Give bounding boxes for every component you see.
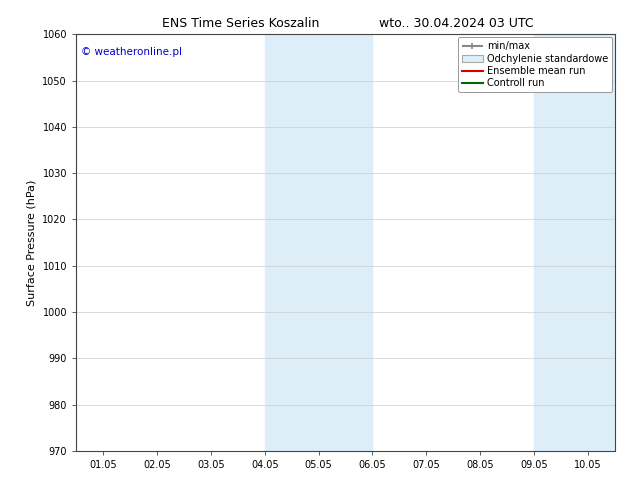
Text: wto.. 30.04.2024 03 UTC: wto.. 30.04.2024 03 UTC xyxy=(379,17,534,30)
Y-axis label: Surface Pressure (hPa): Surface Pressure (hPa) xyxy=(27,179,37,306)
Text: © weatheronline.pl: © weatheronline.pl xyxy=(81,47,183,57)
Bar xyxy=(265,34,373,451)
Bar xyxy=(534,34,615,451)
Text: ENS Time Series Koszalin: ENS Time Series Koszalin xyxy=(162,17,320,30)
Legend: min/max, Odchylenie standardowe, Ensemble mean run, Controll run: min/max, Odchylenie standardowe, Ensembl… xyxy=(458,37,612,92)
